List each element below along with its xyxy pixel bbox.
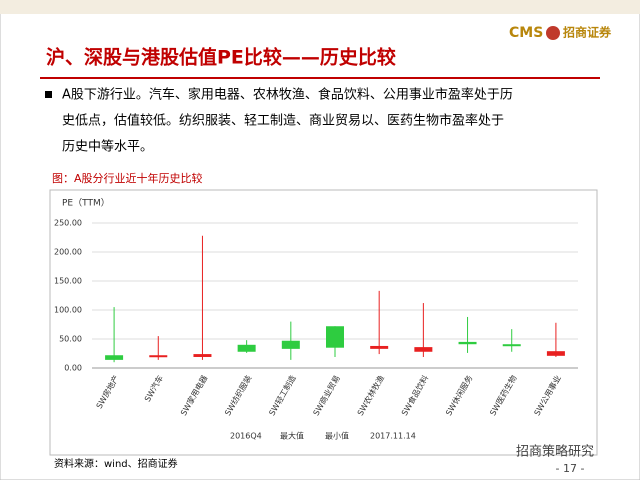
candle-body bbox=[370, 345, 389, 349]
bullet-line: 历史中等水平。 bbox=[62, 139, 153, 155]
figure-caption: 图：A股分行业近十年历史比较 bbox=[52, 171, 203, 185]
y-tick-label: 250.00 bbox=[54, 219, 82, 228]
legend-label: 最小值 bbox=[325, 431, 349, 441]
candle-body bbox=[502, 344, 521, 347]
candle-body bbox=[105, 355, 124, 360]
source: 资料来源：wind、招商证券 bbox=[54, 457, 178, 470]
y-tick-label: 50.00 bbox=[59, 335, 82, 344]
logo-en: CMS bbox=[509, 25, 543, 41]
legend-label: 2017.11.14 bbox=[370, 432, 416, 441]
y-tick-label: 150.00 bbox=[54, 277, 82, 286]
legend-label: 最大值 bbox=[280, 431, 304, 441]
logo-cn: 招商证券 bbox=[563, 25, 612, 40]
candle-body bbox=[237, 344, 256, 352]
logo-icon bbox=[546, 26, 560, 40]
candle-body bbox=[281, 340, 300, 349]
title: 沪、深股与港股估值PE比较——历史比较 bbox=[46, 46, 396, 69]
y-tick-label: 100.00 bbox=[54, 306, 82, 315]
y-tick-label: 0.00 bbox=[64, 364, 82, 373]
top-band bbox=[0, 0, 640, 14]
bullet-line: 史低点，估值较低。纺织服装、轻工制造、商业贸易以、医药生物市盈率处于 bbox=[62, 113, 504, 129]
candle-body bbox=[326, 326, 344, 348]
page-number: - 17 - bbox=[556, 462, 585, 475]
candle-body bbox=[149, 355, 168, 358]
candle-body bbox=[458, 341, 477, 345]
bullet-icon bbox=[45, 91, 52, 98]
y-tick-label: 200.00 bbox=[54, 248, 82, 257]
candle-body bbox=[193, 354, 212, 357]
y-axis-label: PE（TTM） bbox=[62, 198, 110, 209]
legend-label: 2016Q4 bbox=[230, 432, 262, 441]
watermark: 招商策略研究 bbox=[516, 444, 594, 460]
bullet-line: A股下游行业。汽车、家用电器、农林牧渔、食品饮料、公用事业市盈率处于历 bbox=[62, 87, 513, 103]
chart-frame bbox=[49, 189, 598, 456]
candle-body bbox=[414, 347, 433, 352]
candle-body bbox=[546, 351, 565, 356]
